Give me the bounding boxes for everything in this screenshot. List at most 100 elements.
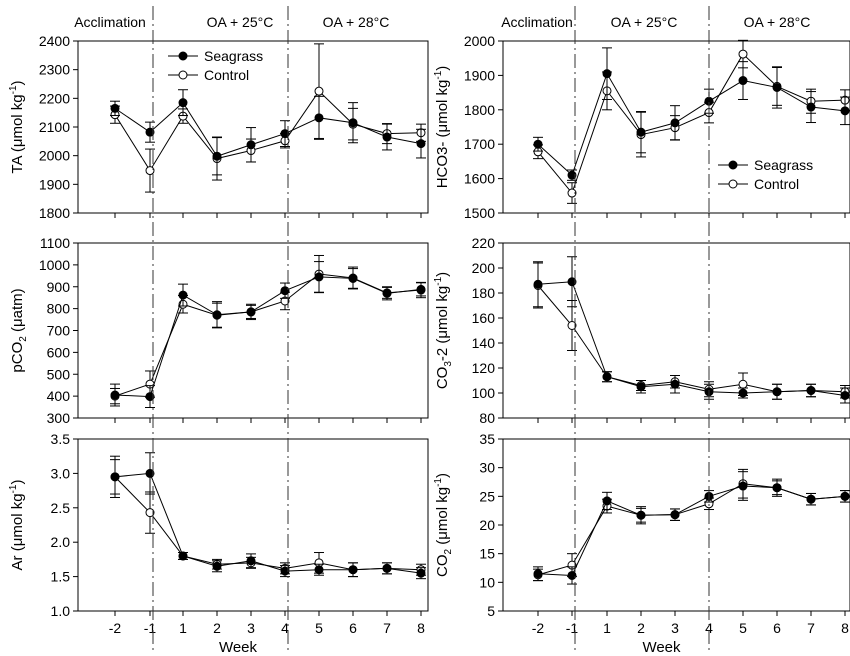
data-point	[145, 508, 155, 518]
x-tick-label: 2	[213, 620, 221, 636]
y-tick-label: 1900	[39, 176, 70, 192]
data-point	[738, 49, 748, 59]
data-point	[212, 151, 222, 161]
data-point	[416, 568, 426, 578]
plot-frame	[502, 242, 850, 419]
overlays: Acclimation OA + 25°C OA + 28°C Acclimation…	[74, 6, 810, 650]
chart-panel-2: 1500 1600 1700 1800 1900 2000 HCO3- (μmol kg-1…	[433, 33, 850, 221]
data-point	[280, 286, 290, 296]
x-tick-label: 4	[281, 620, 289, 636]
data-point	[772, 82, 782, 92]
y-tick-label: 20	[479, 517, 495, 533]
y-tick-label: 2300	[39, 62, 70, 78]
x-tick-label: 7	[383, 620, 391, 636]
y-tick-label: 700	[47, 323, 71, 339]
y-tick-label: 120	[472, 360, 496, 376]
y-tick-label: 1800	[464, 102, 495, 118]
x-tick-label: 4	[705, 620, 713, 636]
y-tick-label: 180	[472, 285, 496, 301]
plot-frame	[77, 242, 429, 419]
phase-label: OA + 28°C	[744, 14, 811, 30]
series-line	[114, 90, 422, 172]
data-point	[738, 481, 748, 491]
data-point	[772, 483, 782, 493]
y-tick-label: 10	[479, 574, 495, 590]
y-tick-label: 1.5	[51, 569, 71, 585]
y-tick-label: 25	[479, 488, 495, 504]
series-control	[533, 468, 850, 582]
data-point	[567, 188, 577, 198]
y-tick-label: 2400	[39, 33, 70, 49]
y-tick-label: 1900	[464, 67, 495, 83]
y-axis-title: TA (μmol kg-1)	[8, 80, 26, 173]
series-line	[537, 285, 846, 393]
phase-label: Acclimation	[74, 14, 146, 30]
data-point	[246, 307, 256, 317]
y-tick-label: 3.5	[51, 431, 71, 447]
data-point	[178, 98, 188, 108]
legend-marker-seagrass	[178, 51, 188, 61]
data-point	[314, 113, 324, 123]
data-point	[348, 565, 358, 575]
y-axis-title: pCO2 (μatm)	[9, 288, 29, 372]
data-point	[110, 472, 120, 482]
data-point	[772, 387, 782, 397]
data-point	[602, 496, 612, 506]
chart-panel-3: 300 400 500 600 700 800 900 1000 1100 pCO2 (μatm)	[9, 235, 429, 426]
data-point	[145, 166, 155, 176]
data-point	[280, 566, 290, 576]
series-line	[114, 101, 422, 157]
data-point	[840, 491, 850, 501]
data-point	[178, 290, 188, 300]
data-point	[416, 139, 426, 149]
y-tick-label: 1800	[39, 205, 70, 221]
data-point	[533, 279, 543, 289]
y-tick-label: 2.0	[51, 534, 71, 550]
y-tick-label: 1700	[464, 136, 495, 152]
chart-panel-1: 1800 1900 2000 2100 2200 2300 2400 TA (μmol kg-…	[8, 33, 429, 221]
series-line	[114, 472, 422, 574]
y-tick-label: 800	[47, 301, 71, 317]
legend-label-control: Control	[754, 176, 799, 192]
y-tick-label: 160	[472, 310, 496, 326]
data-point	[246, 556, 256, 566]
plot-frame	[77, 438, 429, 612]
legend-label-seagrass: Seagrass	[754, 157, 813, 173]
data-point	[314, 565, 324, 575]
data-point	[670, 118, 680, 128]
x-tick-label: 3	[671, 620, 679, 636]
data-point	[567, 321, 577, 330]
data-point	[738, 388, 748, 398]
legend-marker-control	[728, 179, 738, 189]
y-tick-label: 2100	[39, 119, 70, 135]
data-point	[670, 379, 680, 389]
series-seagrass	[110, 261, 426, 408]
series-seagrass	[533, 256, 850, 404]
data-point	[567, 570, 577, 580]
series-seagrass	[110, 89, 426, 176]
x-tick-label: 8	[417, 620, 425, 636]
x-tick-label: 3	[247, 620, 255, 636]
plot-frame	[77, 40, 429, 214]
data-point	[636, 127, 646, 137]
plot-frame	[502, 40, 850, 214]
y-tick-label: 30	[479, 460, 495, 476]
y-tick-label: 1.0	[51, 603, 71, 619]
data-point	[110, 390, 120, 400]
data-point	[178, 551, 188, 561]
x-tick-label: 2	[637, 620, 645, 636]
data-point	[840, 106, 850, 116]
series-seagrass	[110, 452, 426, 580]
chart-panel-5: 1.0 1.5 2.0 2.5 3.0 3.5 -2 -1 1 2 3 4 5 6 7 8 Ar (μmol k…	[8, 431, 429, 656]
x-tick-label: 6	[349, 620, 357, 636]
y-tick-label: 900	[47, 279, 71, 295]
series-line	[537, 72, 846, 177]
y-tick-label: 15	[479, 546, 495, 562]
y-tick-label: 1600	[464, 171, 495, 187]
x-tick-label: 5	[315, 620, 323, 636]
y-tick-label: 100	[472, 385, 496, 401]
data-point	[602, 372, 612, 382]
data-point	[110, 103, 120, 113]
